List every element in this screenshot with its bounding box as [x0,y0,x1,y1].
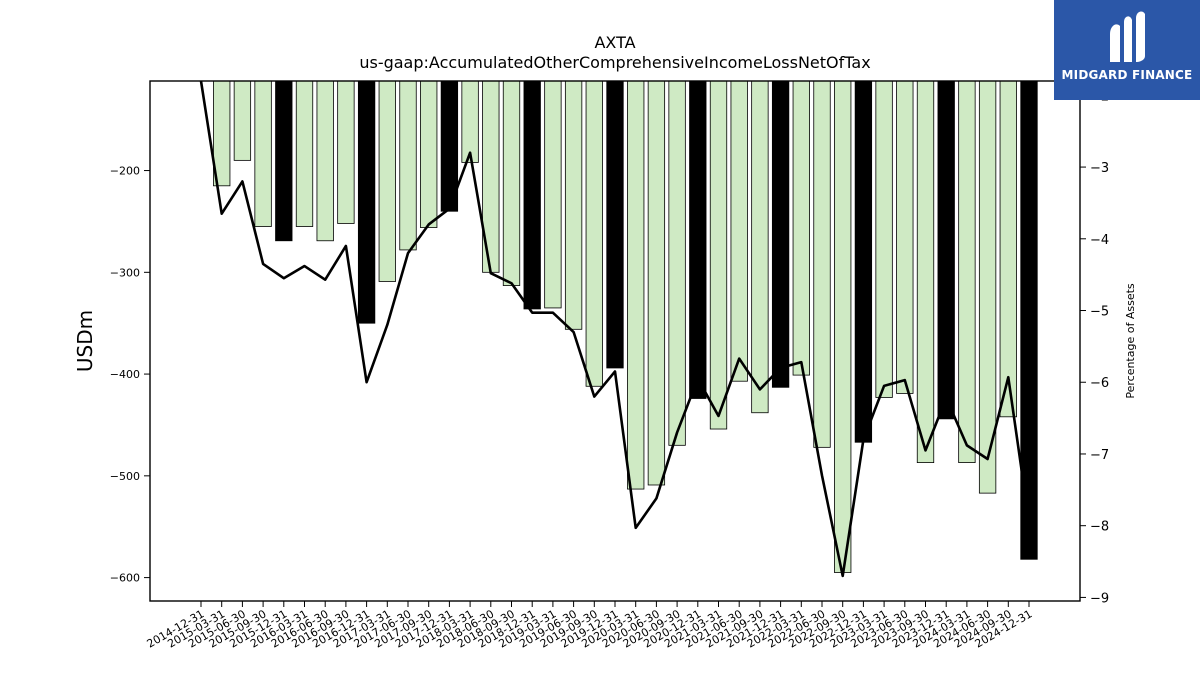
left-axis: −200 −300 −400 −500 −600 [110,165,150,585]
chart-title: AXTA [594,33,635,52]
y-tick-label: −300 [110,266,140,279]
bar-2018-12-31 [523,80,541,310]
bar-2016-06-30 [316,80,334,242]
bar-2020-06-30 [647,80,666,486]
bar-2021-09-30 [751,80,769,414]
bar-2023-03-31 [875,80,893,398]
y-tick-label: −200 [110,165,140,178]
y2-tick-label: −7 [1090,448,1109,463]
bar-2019-06-30 [564,80,583,330]
line-layer [199,80,1031,578]
assets-percentage-line [199,80,1031,578]
bar-2022-03-31 [792,80,810,376]
y-tick-label: −600 [110,572,140,585]
bar-2023-06-30 [896,80,914,394]
bar-2018-09-30 [502,80,521,286]
bars-layer [213,80,1038,573]
y2-tick-label: −5 [1090,305,1109,320]
bar-2020-12-31 [689,80,707,399]
bar-2016-12-31 [357,80,376,324]
bar-2023-12-31 [937,80,955,420]
bar-2017-09-30 [420,80,438,228]
bar-2024-03-31 [958,80,976,464]
bar-2017-03-31 [378,80,396,282]
bar-2020-09-30 [668,80,686,446]
bar-2023-09-30 [916,80,935,464]
y2-tick-label: −6 [1090,376,1109,391]
y-axis-label: USDm [73,310,97,372]
midgard-logo-icon [1110,11,1145,63]
bar-2021-03-31 [709,80,728,430]
bar-2018-03-31 [461,80,479,163]
bar-2022-09-30 [834,80,852,573]
bar-2015-09-30 [254,80,272,227]
bar-2022-06-30 [813,80,831,448]
bar-2016-03-31 [295,80,314,227]
bar-2021-12-31 [771,80,790,388]
bar-2019-12-31 [606,80,624,369]
y2-tick-label: −4 [1090,233,1109,248]
bar-2017-06-30 [399,80,417,251]
logo: MIDGARD FINANCE [1054,0,1200,100]
bar-2024-09-30 [999,80,1017,418]
y-tick-label: −400 [110,368,140,381]
bar-2016-09-30 [337,80,355,224]
bar-2015-12-31 [275,80,293,242]
y2-axis-label: Percentage of Assets [1124,283,1137,399]
logo-text: MIDGARD FINANCE [1061,68,1193,82]
y-tick-label: −500 [110,470,140,483]
chart-subtitle: us-gaap:AccumulatedOtherComprehensiveInc… [359,53,870,72]
bar-2019-09-30 [585,80,603,387]
y2-tick-label: −8 [1090,520,1109,535]
y2-tick-label: −3 [1090,161,1109,176]
x-axis: 2014-12-312015-03-312015-06-302015-09-30… [145,601,1035,651]
bar-2020-03-31 [627,80,645,490]
bar-2019-03-31 [544,80,562,309]
y2-tick-label: −9 [1090,591,1109,606]
bar-2015-06-30 [233,80,252,161]
bar-2022-12-31 [854,80,873,443]
right-axis: −2−3−4−5−6−7−8−9 [1080,89,1109,606]
bar-2021-06-30 [730,80,748,382]
